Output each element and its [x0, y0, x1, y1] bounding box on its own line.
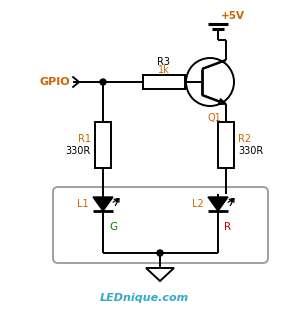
Circle shape: [157, 250, 163, 256]
Circle shape: [100, 79, 106, 85]
Text: +5V: +5V: [221, 11, 245, 21]
Text: 1k: 1k: [158, 65, 170, 75]
Text: 330R: 330R: [66, 146, 91, 156]
Text: R3: R3: [157, 57, 170, 67]
Text: LEDnique.com: LEDnique.com: [100, 293, 189, 303]
Polygon shape: [93, 197, 113, 211]
FancyBboxPatch shape: [218, 122, 234, 168]
Text: G: G: [109, 222, 117, 232]
Polygon shape: [208, 197, 228, 211]
Text: GPIO: GPIO: [39, 77, 70, 87]
Text: R: R: [224, 222, 231, 232]
FancyBboxPatch shape: [53, 187, 268, 263]
Text: L1: L1: [77, 199, 89, 209]
Text: R2: R2: [238, 134, 251, 144]
Text: L2: L2: [192, 199, 204, 209]
Polygon shape: [146, 268, 174, 281]
FancyBboxPatch shape: [95, 122, 111, 168]
Text: Q1: Q1: [208, 113, 222, 123]
Text: 330R: 330R: [238, 146, 263, 156]
FancyBboxPatch shape: [143, 75, 185, 89]
Polygon shape: [218, 99, 226, 104]
Text: R1: R1: [78, 134, 91, 144]
